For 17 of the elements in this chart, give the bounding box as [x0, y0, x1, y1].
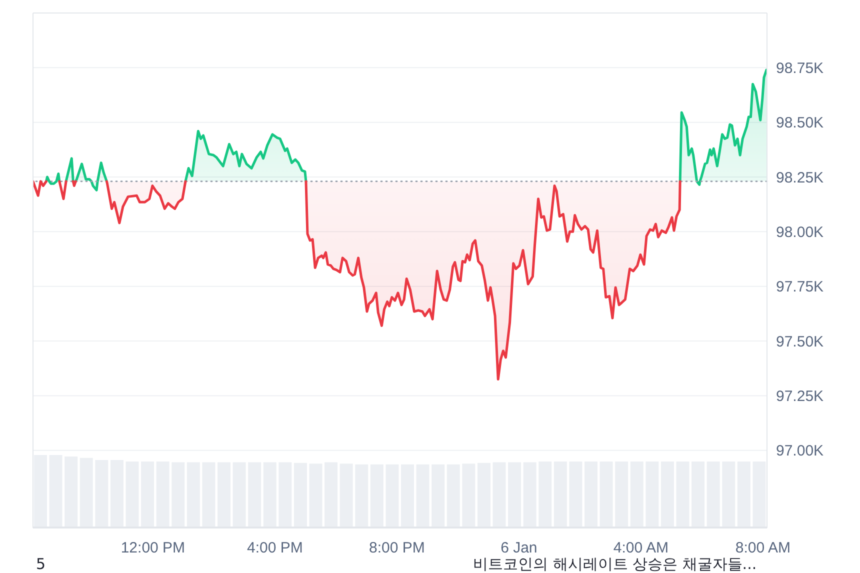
- y-tick-label: 97.75K: [776, 278, 824, 296]
- y-tick-label: 98.75K: [776, 60, 824, 77]
- x-tick-label: 4:00 AM: [613, 540, 668, 557]
- x-tick-label: 4:00 PM: [247, 540, 303, 557]
- x-tick-label: 12:00 PM: [120, 540, 186, 557]
- line-series: [44, 172, 61, 185]
- text: 비트코인의 해시레이트 상승은 채굴자들...: [473, 555, 757, 573]
- y-tick-label: 98.50K: [776, 114, 824, 132]
- y-tick-label: 98.25K: [776, 169, 824, 186]
- x-tick-label: 8:00 PM: [369, 540, 425, 557]
- x-tick-label: 6 Jan: [500, 540, 538, 557]
- x-tick-label: 8:00 AM: [735, 540, 790, 557]
- y-tick-label: 98.00K: [776, 224, 824, 242]
- y-tick-label: 97.25K: [776, 388, 824, 406]
- text: 5: [36, 555, 46, 573]
- y-tick-label: 97.50K: [776, 333, 824, 350]
- y-tick-label: 97.00K: [776, 442, 824, 460]
